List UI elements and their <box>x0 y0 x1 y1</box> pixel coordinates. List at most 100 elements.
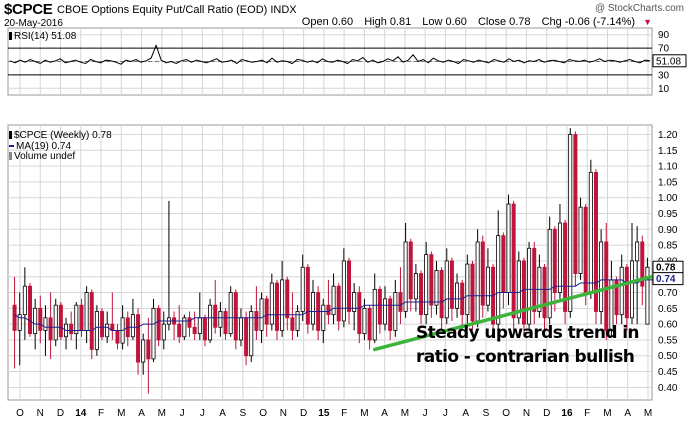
candle-down <box>58 304 63 338</box>
candle-down <box>48 317 53 341</box>
candle-up <box>105 323 110 338</box>
candle-up <box>413 273 418 300</box>
candle-down <box>79 304 84 331</box>
candle-up <box>403 241 408 312</box>
candle-down <box>285 279 290 319</box>
candle-up <box>17 314 22 331</box>
axes: O N D 14 F M A M J J A S O N D 15 F M A M J J A S O N D 16 F M A M 90 705… <box>16 30 687 419</box>
price-y-tick-label: 0.60 <box>658 320 678 331</box>
candle-up <box>547 228 552 319</box>
candle-down <box>202 317 207 341</box>
candle-up <box>197 317 202 335</box>
exchange-label: INDX <box>270 4 297 16</box>
rsi-y-tick-label: 30 <box>658 70 670 81</box>
candle-down <box>419 273 424 316</box>
candle-up <box>383 298 388 325</box>
candle-up <box>269 282 274 325</box>
candle-down <box>244 317 249 357</box>
rsi-last-tag <box>652 54 687 68</box>
price-y-tick-label: 1.00 <box>658 193 678 204</box>
candle-down <box>347 260 352 312</box>
candle-down <box>233 292 238 341</box>
x-tick-label: 14 <box>75 408 87 419</box>
candle-up <box>635 241 640 262</box>
x-tick-label: O <box>16 408 24 419</box>
candle-down <box>563 222 568 312</box>
candle-up <box>496 235 501 325</box>
price-y-tick-label: 0.55 <box>658 335 678 346</box>
candle-down <box>542 266 547 319</box>
candle-up <box>475 241 480 322</box>
candle-up <box>485 266 490 306</box>
annotation-line-1: Steady upwards trend in <box>416 323 640 343</box>
price-legend-main: $CPCE (Weekly) 0.78 <box>9 130 112 141</box>
candle-down <box>89 292 94 350</box>
candle-up <box>578 206 583 274</box>
x-tick-label: A <box>219 408 226 419</box>
price-y-tick-label: 1.10 <box>658 162 678 173</box>
candle-down <box>115 330 120 344</box>
candle-up <box>645 266 650 325</box>
close-label: Close <box>477 16 507 28</box>
price-y-tick-label: 0.70 <box>658 288 678 299</box>
candle-down <box>223 311 228 335</box>
candle-up <box>331 285 336 316</box>
rsi-legend-text: RSI(14) 51.08 <box>14 31 77 42</box>
low-value: 0.60 <box>445 16 467 28</box>
candle-down <box>100 311 105 338</box>
x-tick-label: A <box>624 408 631 419</box>
candle-down <box>305 266 310 325</box>
x-tick-label: M <box>644 408 652 419</box>
brand-watermark[interactable]: @ StockCharts.com <box>594 3 684 14</box>
candle-down <box>532 247 537 312</box>
candle-up <box>161 323 166 341</box>
candle-down <box>146 339 151 360</box>
candle-down <box>367 307 372 341</box>
volume-legend: Volume undef <box>9 151 75 162</box>
candle-down <box>604 241 609 331</box>
volume-legend-text: Volume undef <box>14 151 76 162</box>
candle-down <box>398 292 403 312</box>
price-last-label: 0.78 <box>656 263 676 274</box>
candle-down <box>156 307 161 341</box>
candle-up <box>295 311 300 331</box>
candle-up <box>280 279 285 331</box>
x-tick-label: J <box>180 408 185 419</box>
candle-down <box>177 323 182 338</box>
price-y-tick-label: 0.95 <box>658 209 678 220</box>
x-tick-label: N <box>37 408 44 419</box>
candle-down <box>501 235 506 293</box>
candle-up <box>527 247 532 325</box>
candle-up <box>372 288 377 341</box>
candle-up <box>228 292 233 335</box>
x-tick-label: A <box>462 408 469 419</box>
candle-up <box>444 260 449 319</box>
candle-up <box>455 282 460 309</box>
description-text: CBOE Options Equity Put/Call Ratio (EOD) <box>57 4 268 16</box>
candle-down <box>439 270 444 319</box>
price-legend-swatch <box>9 131 12 139</box>
trend-line <box>372 273 660 352</box>
candle-down <box>254 311 259 331</box>
candle-down <box>640 241 645 287</box>
x-tick-label: D <box>57 408 64 419</box>
x-tick-label: O <box>259 408 267 419</box>
candle-down <box>511 203 516 319</box>
x-tick-label: N <box>280 408 287 419</box>
ma-last-label: 0.74 <box>656 274 676 285</box>
price-legend-text: $CPCE (Weekly) 0.78 <box>14 130 112 141</box>
candle-up <box>568 134 573 312</box>
candle-down <box>593 172 598 312</box>
candle-up <box>33 307 38 335</box>
ma-line <box>14 279 663 331</box>
price-frame <box>7 124 653 401</box>
x-tick-label: D <box>300 408 307 419</box>
candle-up <box>208 304 213 341</box>
candle-up <box>352 292 357 312</box>
candle-down <box>388 298 393 331</box>
x-tick-label: M <box>158 408 166 419</box>
candle-up <box>74 304 79 335</box>
price-y-tick-label: 0.65 <box>658 304 678 315</box>
symbol-description: CBOE Options Equity Put/Call Ratio (EOD)… <box>57 4 297 16</box>
ohlc-readout: Open 0.60 High 0.81 Low 0.60 Close 0.78 Chg -… <box>302 16 652 28</box>
